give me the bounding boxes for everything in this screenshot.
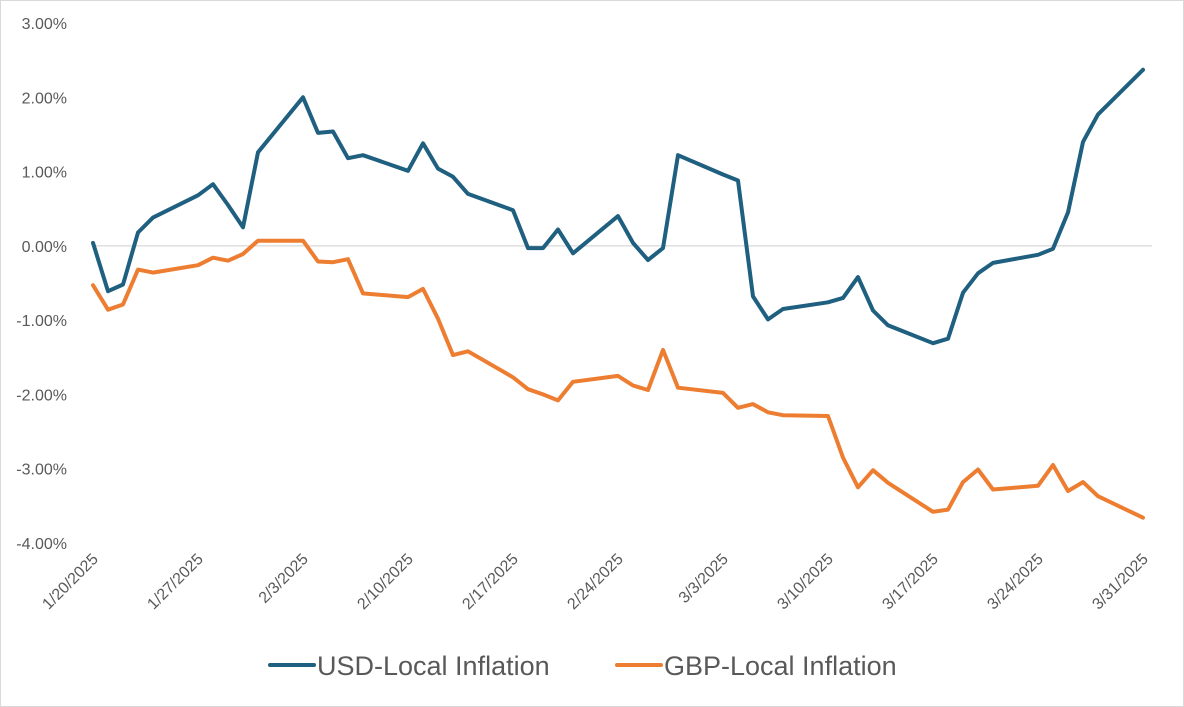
y-tick-label: 1.00% [22, 165, 67, 182]
usd-series-line [91, 67, 1145, 346]
y-tick-label: -4.00% [16, 536, 67, 553]
y-tick-label: -2.00% [16, 387, 67, 404]
x-tick-label: 2/3/2025 [256, 551, 312, 607]
x-tick-label: 2/17/2025 [459, 551, 521, 613]
x-tick-label: 3/17/2025 [879, 551, 941, 613]
legend-gbp-label: GBP-Local Inflation [664, 651, 897, 681]
y-axis-tick-labels: 3.00% 2.00% 1.00% 0.00% -1.00% -2.00% -3.00% -4… [16, 16, 67, 553]
y-tick-label: -1.00% [16, 313, 67, 330]
legend: USD-Local Inflation GBP-Local Inflation [268, 651, 897, 681]
x-tick-label: 2/10/2025 [354, 551, 416, 613]
x-tick-label: 1/27/2025 [144, 551, 206, 613]
y-tick-label: -3.00% [16, 462, 67, 479]
x-tick-label: 2/24/2025 [564, 551, 626, 613]
x-tick-label: 1/20/2025 [39, 551, 101, 613]
y-tick-label: 3.00% [22, 16, 67, 33]
series-lines [91, 67, 1145, 520]
x-axis-tick-labels: 1/20/2025 1/27/2025 2/3/2025 2/10/2025 2/17/… [39, 551, 1151, 613]
y-tick-label: 2.00% [22, 90, 67, 107]
y-tick-label: 0.00% [22, 239, 67, 256]
x-tick-label: 3/10/2025 [774, 551, 836, 613]
legend-usd-label: USD-Local Inflation [317, 651, 550, 681]
x-tick-label: 3/31/2025 [1089, 551, 1151, 613]
gbp-series-line [91, 238, 1145, 520]
x-tick-label: 3/3/2025 [676, 551, 732, 607]
x-tick-label: 3/24/2025 [984, 551, 1046, 613]
